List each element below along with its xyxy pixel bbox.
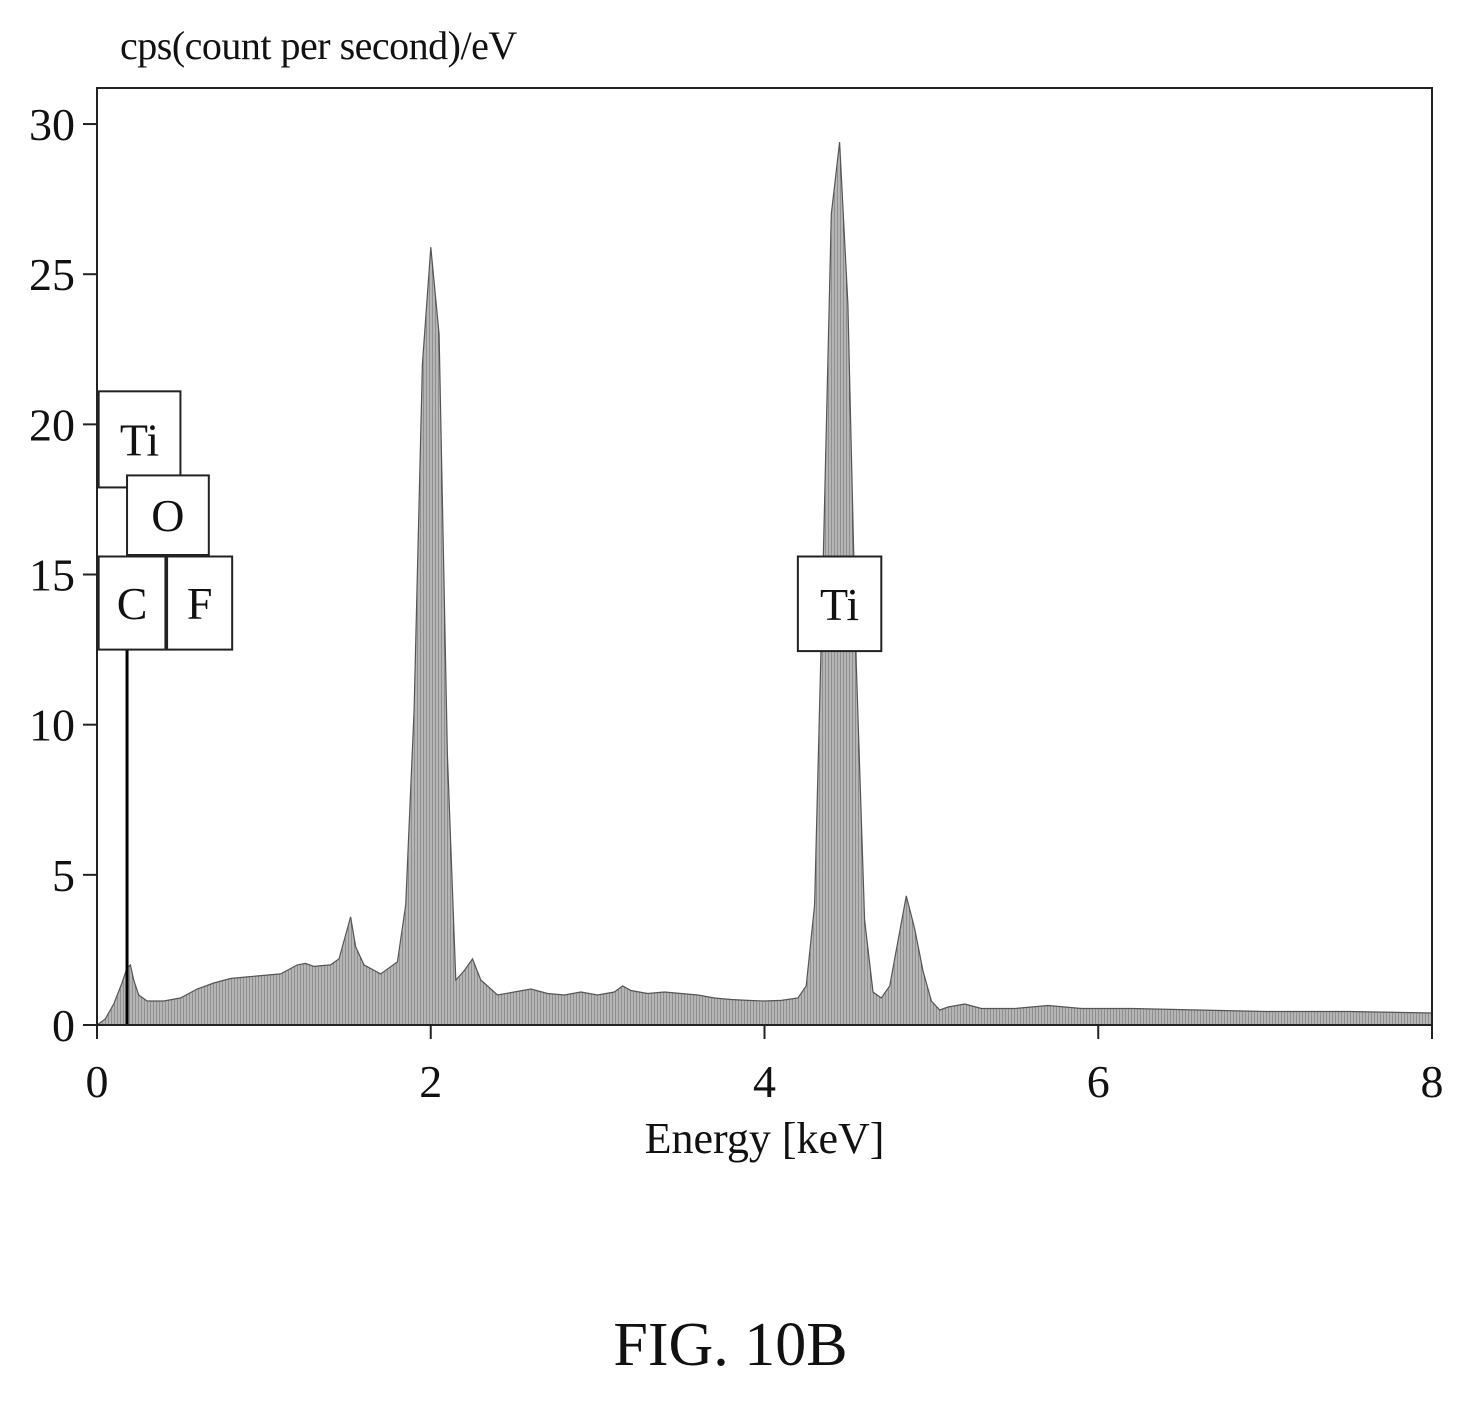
y-tick-label: 5 [52,850,75,901]
x-tick-label: 0 [86,1056,109,1107]
x-tick-label: 8 [1421,1056,1444,1107]
spectrum-area-0 [95,142,1433,1026]
x-tick-label: 4 [753,1056,776,1107]
annotation-box-c [97,555,167,651]
annotation-label-o: O [151,490,184,541]
annotation-label-c: C [117,578,148,629]
annotation-label-ti: Ti [120,414,159,465]
x-tick-label: 6 [1087,1056,1110,1107]
annotation-box-ti [796,555,883,653]
y-axis-label: cps(count per second)/eV [120,23,517,68]
y-tick-label: 20 [29,399,75,450]
x-tick-label: 2 [419,1056,442,1107]
annotation-label-f: F [187,578,213,629]
y-tick-label: 0 [52,1000,75,1051]
y-tick-label: 15 [29,550,75,601]
annotation-box-o [126,474,210,556]
annotation-label-ti: Ti [820,579,859,630]
figure-caption: FIG. 10B [613,1311,848,1379]
y-tick-label: 30 [29,99,75,150]
plot-frame [96,87,1433,1026]
x-axis-label: Energy [keV] [645,1114,885,1163]
y-tick-label: 25 [29,249,75,300]
eds-spectrum-chart: 0 5 10 15 20 25 30 0 2 4 6 8 Energy [keV] Ti OC F Ti [29,87,1444,1163]
annotation-box-f [166,555,234,651]
y-tick-label: 10 [29,700,75,751]
